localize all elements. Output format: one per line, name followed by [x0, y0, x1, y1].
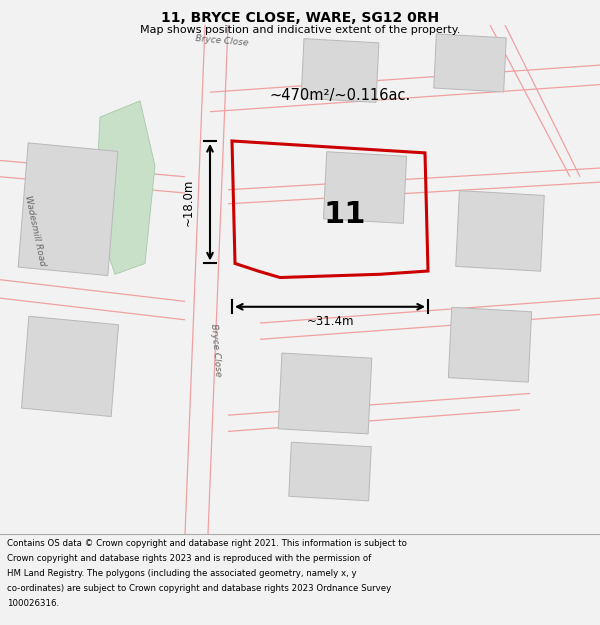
Polygon shape	[448, 308, 532, 382]
Text: Bryce Close: Bryce Close	[195, 34, 249, 48]
Polygon shape	[22, 316, 119, 416]
Text: 100026316.: 100026316.	[7, 599, 59, 608]
Text: ~470m²/~0.116ac.: ~470m²/~0.116ac.	[269, 88, 410, 103]
Text: HM Land Registry. The polygons (including the associated geometry, namely x, y: HM Land Registry. The polygons (includin…	[7, 569, 357, 578]
Text: 11: 11	[324, 200, 366, 229]
Polygon shape	[323, 152, 407, 223]
Text: ~31.4m: ~31.4m	[306, 316, 354, 329]
Polygon shape	[278, 353, 372, 434]
Text: Bryce Close: Bryce Close	[209, 323, 223, 377]
Text: Crown copyright and database rights 2023 and is reproduced with the permission o: Crown copyright and database rights 2023…	[7, 554, 371, 562]
Text: Wadesmill Road: Wadesmill Road	[23, 195, 47, 267]
Text: 11, BRYCE CLOSE, WARE, SG12 0RH: 11, BRYCE CLOSE, WARE, SG12 0RH	[161, 11, 439, 24]
Polygon shape	[289, 442, 371, 501]
Polygon shape	[95, 101, 155, 274]
Text: ~18.0m: ~18.0m	[182, 179, 194, 226]
Polygon shape	[301, 39, 379, 102]
Polygon shape	[434, 34, 506, 92]
Text: co-ordinates) are subject to Crown copyright and database rights 2023 Ordnance S: co-ordinates) are subject to Crown copyr…	[7, 584, 391, 592]
Text: Map shows position and indicative extent of the property.: Map shows position and indicative extent…	[140, 25, 460, 35]
Polygon shape	[456, 191, 544, 271]
Polygon shape	[18, 143, 118, 276]
Text: Contains OS data © Crown copyright and database right 2021. This information is : Contains OS data © Crown copyright and d…	[7, 539, 407, 548]
